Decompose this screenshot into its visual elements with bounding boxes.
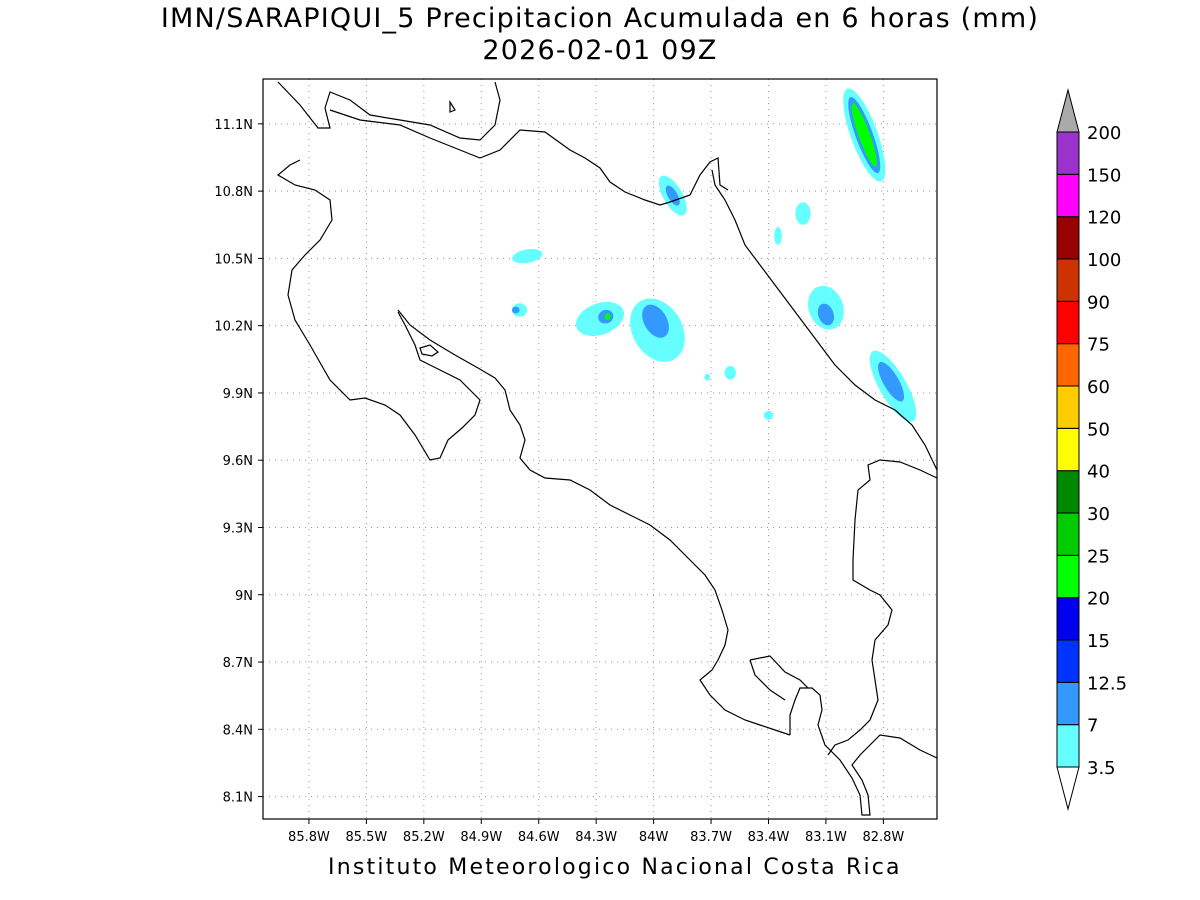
legend-swatch xyxy=(1056,470,1080,514)
legend-swatch xyxy=(1056,300,1080,345)
color-legend: 3.5 7 12.5 15 20 25 30 40 50 60 75 90 100 120 150 200 xyxy=(1056,88,1127,811)
lon-tick-label: 85.5W xyxy=(345,830,387,845)
legend-swatch xyxy=(1056,343,1080,387)
legend-label: 20 xyxy=(1087,589,1110,610)
lon-tick-label: 83.4W xyxy=(748,830,790,845)
legend-label: 100 xyxy=(1087,250,1121,271)
lake-arenal xyxy=(419,344,439,357)
legend-arrow-bottom xyxy=(1056,766,1080,811)
lat-tick-label: 10.8N xyxy=(214,185,253,200)
legend-swatch xyxy=(1056,512,1080,556)
precip-cell xyxy=(665,185,680,206)
lat-tick-label: 9N xyxy=(235,589,253,604)
legend-swatch xyxy=(1056,385,1080,429)
legend-arrow-top xyxy=(1056,88,1080,133)
lat-tick-label: 8.7N xyxy=(223,656,253,671)
legend-label: 15 xyxy=(1087,631,1110,652)
legend-swatch xyxy=(1056,173,1080,218)
precip-cell xyxy=(724,366,736,380)
latitude-axis: 11.1N 10.8N 10.5N 10.2N 9.9N 9.6N 9.3N 9N 8.7N 8.… xyxy=(214,118,263,806)
lon-tick-label: 85.8W xyxy=(288,830,330,845)
lon-tick-label: 85.2W xyxy=(403,830,445,845)
precip-cell xyxy=(774,227,782,245)
legend-label: 150 xyxy=(1087,165,1121,186)
precip-cell xyxy=(851,103,877,167)
legend-swatch xyxy=(1056,216,1080,260)
legend-swatch xyxy=(1056,724,1080,768)
map-subtitle-datetime: 2026-02-01 09Z xyxy=(482,35,718,66)
grid-lines xyxy=(263,79,937,819)
coastline-osa-peninsula xyxy=(789,687,938,816)
coastline-nicoya-gulf xyxy=(397,309,791,736)
lat-tick-label: 11.1N xyxy=(214,118,253,133)
lat-tick-label: 8.4N xyxy=(223,723,253,738)
footer-credit: Instituto Meteorologico Nacional Costa R… xyxy=(328,855,902,880)
precip-cell xyxy=(511,306,520,314)
legend-label: 25 xyxy=(1087,546,1110,567)
longitude-axis: 85.8W 85.5W 85.2W 84.9W 84.6W 84.3W 84W 83.7W 83… xyxy=(288,819,904,845)
lat-tick-label: 9.9N xyxy=(223,387,253,402)
legend-label: 200 xyxy=(1087,123,1121,144)
precip-cell xyxy=(795,202,811,225)
coastline xyxy=(276,81,938,816)
precip-cell xyxy=(878,361,905,402)
legend-label: 50 xyxy=(1087,419,1110,440)
panama-border xyxy=(827,459,938,756)
precip-cell xyxy=(604,313,611,321)
precip-cell xyxy=(642,304,669,338)
legend-swatch xyxy=(1056,597,1080,641)
legend-swatch xyxy=(1056,258,1080,302)
map-title: IMN/SARAPIQUI_5 Precipitacion Acumulada … xyxy=(160,3,1040,34)
legend-swatch xyxy=(1056,639,1080,683)
legend-label: 75 xyxy=(1087,335,1110,356)
legend-label: 120 xyxy=(1087,208,1121,229)
precip-cell xyxy=(704,373,711,381)
precipitation-field xyxy=(511,88,917,422)
lat-tick-label: 8.1N xyxy=(223,791,253,806)
lon-tick-label: 82.8W xyxy=(862,830,904,845)
legend-label: 3.5 xyxy=(1087,758,1116,779)
lon-tick-label: 83.7W xyxy=(690,830,732,845)
legend-label: 40 xyxy=(1087,462,1110,483)
legend-swatch xyxy=(1056,681,1080,726)
precip-cell xyxy=(763,410,774,420)
island-small xyxy=(449,99,456,113)
legend-swatch xyxy=(1056,427,1080,472)
lat-tick-label: 10.2N xyxy=(214,320,253,335)
lat-tick-label: 9.3N xyxy=(223,521,253,536)
coastline-north-border xyxy=(329,109,729,206)
lat-tick-label: 10.5N xyxy=(214,252,253,267)
map-frame xyxy=(262,78,938,820)
lon-tick-label: 84.9W xyxy=(460,830,502,845)
lon-tick-label: 84W xyxy=(639,830,669,845)
coastline-pacific-northwest xyxy=(276,159,481,461)
precip-cell xyxy=(817,303,835,326)
legend-label: 30 xyxy=(1087,504,1110,525)
legend-swatch xyxy=(1056,131,1080,175)
legend-label: 12.5 xyxy=(1087,673,1127,694)
coastline-caribbean xyxy=(711,169,938,471)
legend-swatch xyxy=(1056,554,1080,599)
legend-label: 7 xyxy=(1087,716,1098,737)
coastline-nicaragua-lake xyxy=(277,81,501,141)
lon-tick-label: 84.6W xyxy=(518,830,560,845)
precip-cell xyxy=(512,249,543,264)
lon-tick-label: 84.3W xyxy=(575,830,617,845)
legend-label: 90 xyxy=(1087,292,1110,313)
lon-tick-label: 83.1W xyxy=(805,830,847,845)
legend-label: 60 xyxy=(1087,377,1110,398)
coastline-golfo-dulce xyxy=(749,655,809,701)
lat-tick-label: 9.6N xyxy=(223,454,253,469)
